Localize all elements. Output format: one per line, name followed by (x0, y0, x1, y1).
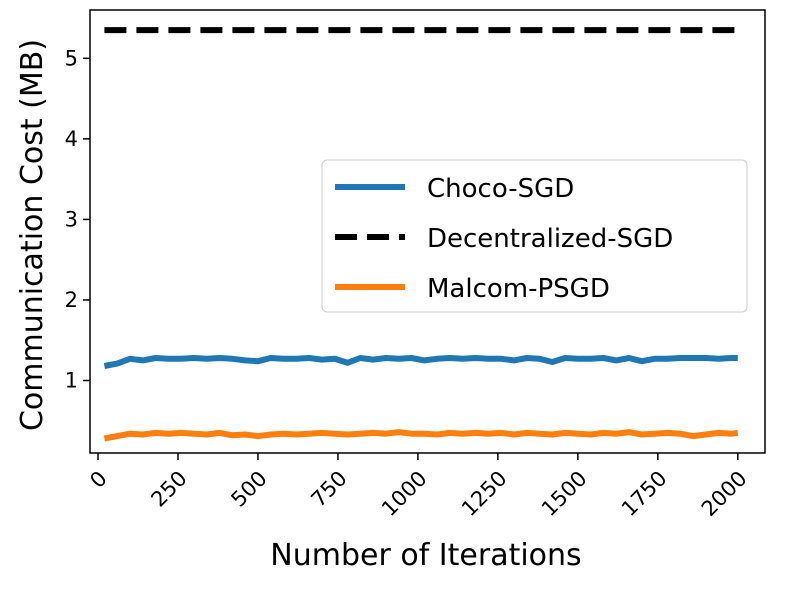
x-tick-label: 750 (306, 466, 351, 511)
x-axis: 0 250 500 750 1000 1250 1500 1750 2000 (85, 453, 752, 521)
x-tick-label: 1250 (457, 466, 512, 521)
y-tick-label: 1 (65, 369, 78, 393)
series-line-choco-sgd (103, 355, 738, 369)
legend-label: Malcom-PSGD (427, 274, 610, 304)
x-tick-label: 1750 (617, 466, 672, 521)
x-tick-label: 2000 (697, 466, 752, 521)
x-axis-title: Number of Iterations (270, 538, 581, 573)
y-axis: 1 2 3 4 5 (65, 46, 90, 393)
y-tick-label: 2 (65, 288, 78, 312)
legend-label: Decentralized-SGD (427, 224, 673, 254)
series-layer (103, 27, 739, 442)
x-tick-label: 1000 (377, 466, 432, 521)
y-tick-label: 3 (65, 207, 78, 231)
x-tick-label: 250 (146, 466, 191, 511)
y-tick-label: 4 (65, 127, 78, 151)
plot-frame (89, 9, 766, 454)
series-line-malcom-psgd (103, 429, 739, 442)
legend: Choco-SGD Decentralized-SGD Malcom-PSGD (321, 159, 748, 313)
legend-label: Choco-SGD (427, 174, 574, 204)
y-tick-label: 5 (65, 46, 78, 70)
x-tick-label: 1500 (537, 466, 592, 521)
y-axis-title: Communication Cost (MB) (15, 39, 50, 431)
x-tick-label: 500 (226, 466, 271, 511)
legend-box (321, 159, 748, 313)
x-tick-label: 0 (85, 466, 111, 492)
